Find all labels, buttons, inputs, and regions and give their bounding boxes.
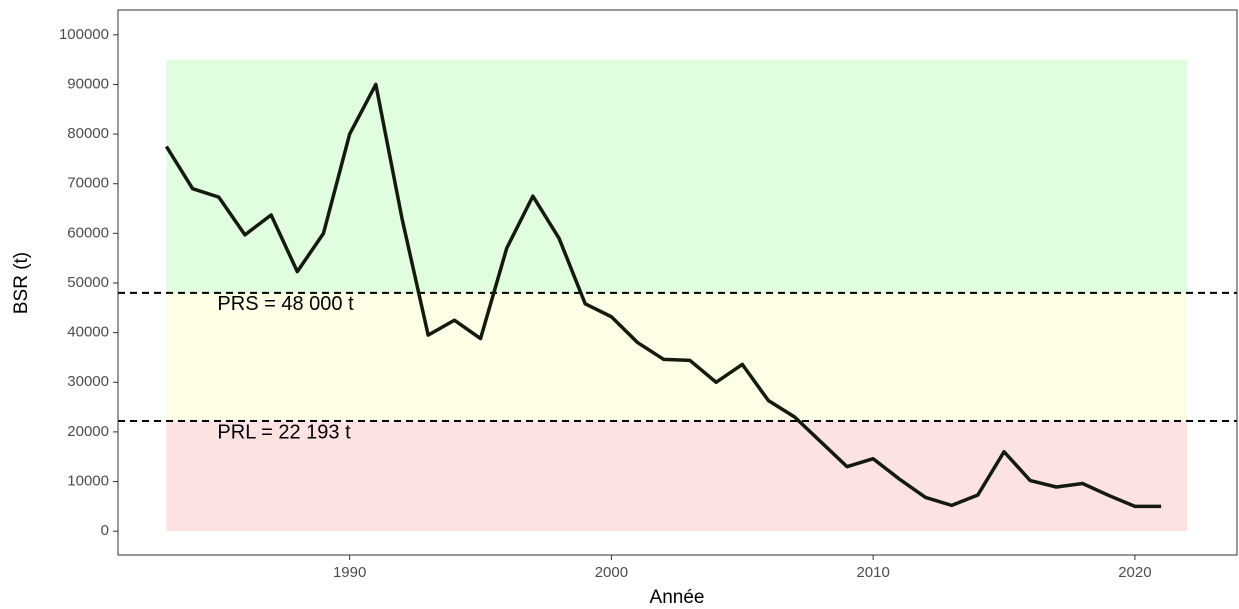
x-tick-label: 1990 bbox=[333, 564, 366, 581]
y-tick-label: 40000 bbox=[67, 324, 109, 341]
y-tick-label: 80000 bbox=[67, 125, 109, 142]
y-tick-label: 60000 bbox=[67, 224, 109, 241]
x-tick-label: 2010 bbox=[856, 564, 889, 581]
y-tick-label: 50000 bbox=[67, 274, 109, 291]
panel-border bbox=[117, 9, 1238, 556]
y-tick-label: 90000 bbox=[67, 75, 109, 92]
y-tick-label: 0 bbox=[101, 522, 109, 539]
x-axis-title: Année bbox=[650, 587, 705, 608]
zone-band bbox=[166, 59, 1188, 293]
data-line bbox=[164, 82, 1162, 509]
zone-band bbox=[166, 292, 1188, 422]
y-tick-label: 10000 bbox=[67, 473, 109, 490]
reference-label: PRS = 48 000 t bbox=[217, 293, 354, 315]
reference-label: PRL = 22 193 t bbox=[217, 421, 351, 443]
y-tick-label: 100000 bbox=[59, 26, 109, 43]
y-axis-title: BSR (t) bbox=[11, 252, 32, 314]
y-tick-label: 30000 bbox=[67, 373, 109, 390]
y-tick-label: 20000 bbox=[67, 423, 109, 440]
x-tick-label: 2020 bbox=[1118, 564, 1151, 581]
x-tick-label: 2000 bbox=[595, 564, 628, 581]
zone-band bbox=[166, 421, 1188, 532]
y-tick-label: 70000 bbox=[67, 175, 109, 192]
